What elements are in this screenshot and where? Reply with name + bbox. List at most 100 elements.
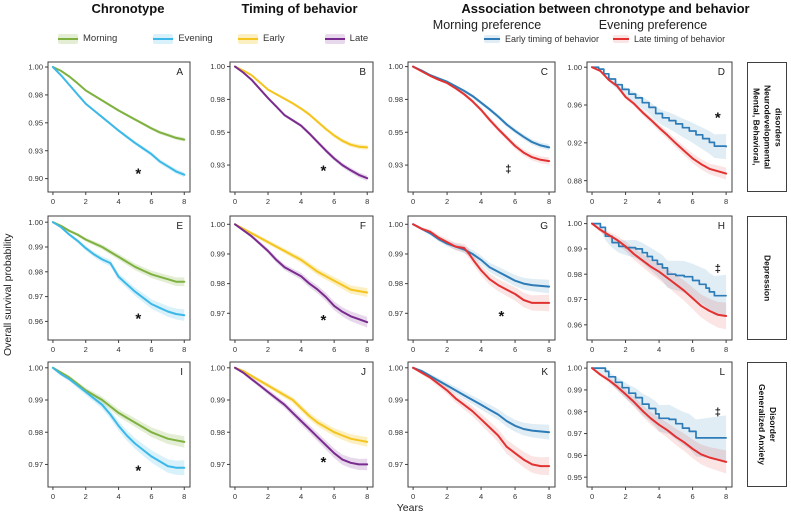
svg-text:0.97: 0.97: [210, 460, 225, 469]
legend-label: Morning: [83, 33, 118, 44]
panel-H: 1.00 0.99 0.98 0.97 0.96 0 2 4 6 8 H ‡: [567, 215, 733, 354]
svg-text:8: 8: [724, 197, 728, 206]
svg-text:1.00: 1.00: [28, 63, 43, 72]
curve-late: [234, 223, 369, 324]
panel-letter-C: C: [541, 67, 548, 78]
svg-text:0.97: 0.97: [567, 295, 582, 304]
panel-E: 1.00 0.99 0.98 0.97 0.96 0 2 4 6 8 E *: [28, 215, 191, 354]
legend-label: Early: [263, 33, 285, 44]
svg-text:0.93: 0.93: [210, 161, 225, 170]
legend-item-early-timing: Early timing of behavior: [484, 34, 599, 44]
panel-letter-B: B: [359, 67, 366, 78]
svg-text:0.97: 0.97: [388, 460, 403, 469]
svg-text:4: 4: [657, 492, 661, 501]
curve-early_timing: [591, 222, 727, 297]
panel-D: 1.00 0.96 0.92 0.88 0 2 4 6 8 D *: [567, 61, 733, 206]
svg-text:6: 6: [513, 197, 517, 206]
curve-early: [234, 366, 369, 443]
svg-text:6: 6: [332, 197, 336, 206]
panel-C: 1.00 0.98 0.95 0.93 0 2 4 6 8 C ‡: [388, 61, 556, 206]
svg-text:8: 8: [547, 197, 551, 206]
panel-letter-L: L: [719, 367, 725, 378]
panel-L: 1.00 0.99 0.98 0.97 0.96 0.95 0 2 4 6 8 L ‡: [567, 361, 733, 501]
column-header-association: Association between chronotype and behav…: [461, 1, 750, 16]
svg-text:2: 2: [266, 197, 270, 206]
svg-text:0.98: 0.98: [388, 279, 403, 288]
significance-marker: *: [715, 109, 721, 126]
svg-text:0.96: 0.96: [567, 320, 582, 329]
svg-text:2: 2: [623, 345, 627, 354]
curve-morning: [51, 366, 186, 443]
curve-late_timing: [412, 65, 551, 163]
significance-marker: *: [135, 311, 141, 328]
svg-text:0.98: 0.98: [28, 428, 43, 437]
curve-late: [234, 366, 369, 466]
late-timing-line-swatch: [613, 35, 630, 43]
svg-text:8: 8: [724, 345, 728, 354]
legend-label: Early timing of behavior: [505, 34, 600, 44]
svg-text:6: 6: [513, 345, 517, 354]
svg-text:8: 8: [365, 492, 369, 501]
panel-letter-H: H: [718, 221, 725, 232]
svg-text:6: 6: [691, 345, 695, 354]
panel-letter-I: I: [180, 367, 183, 378]
curve-early: [234, 223, 369, 294]
svg-text:0.98: 0.98: [567, 270, 582, 279]
svg-text:1.00: 1.00: [210, 363, 225, 372]
svg-text:4: 4: [117, 345, 121, 354]
svg-text:0.99: 0.99: [388, 396, 403, 405]
significance-marker: *: [135, 462, 141, 479]
svg-text:0: 0: [411, 492, 415, 501]
svg-text:0.97: 0.97: [28, 292, 43, 301]
significance-marker: *: [135, 165, 141, 182]
panel-letter-D: D: [718, 67, 725, 78]
svg-text:0: 0: [51, 197, 55, 206]
svg-text:6: 6: [691, 197, 695, 206]
svg-text:0.99: 0.99: [28, 396, 43, 405]
svg-text:0.95: 0.95: [210, 128, 225, 137]
svg-text:0.97: 0.97: [210, 309, 225, 318]
svg-text:4: 4: [299, 345, 303, 354]
svg-text:8: 8: [182, 345, 186, 354]
svg-text:0: 0: [233, 345, 237, 354]
svg-text:4: 4: [479, 492, 483, 501]
svg-text:1.00: 1.00: [28, 363, 43, 372]
svg-text:0.97: 0.97: [28, 460, 43, 469]
svg-text:2: 2: [266, 492, 270, 501]
early-line-swatch: [238, 33, 258, 44]
svg-text:6: 6: [332, 492, 336, 501]
svg-text:8: 8: [547, 345, 551, 354]
late-line-swatch: [324, 33, 345, 44]
significance-marker: *: [320, 312, 326, 329]
svg-text:0: 0: [233, 492, 237, 501]
subheader-evening-preference: Evening preference: [598, 18, 708, 32]
row-label-generalized-anxiety: Generalized Anxiety Disorder: [747, 362, 787, 487]
svg-text:0.99: 0.99: [28, 243, 43, 252]
curve-morning: [51, 221, 186, 283]
svg-text:2: 2: [84, 492, 88, 501]
curve-evening: [51, 221, 186, 317]
svg-text:4: 4: [299, 492, 303, 501]
svg-text:0: 0: [51, 345, 55, 354]
svg-text:0.93: 0.93: [388, 161, 403, 170]
svg-text:1.00: 1.00: [388, 62, 403, 71]
panel-letter-K: K: [541, 367, 548, 378]
svg-text:0.98: 0.98: [28, 267, 43, 276]
panel-K: 1.00 0.99 0.98 0.97 0 2 4 6 8 K: [388, 361, 556, 501]
svg-text:2: 2: [623, 492, 627, 501]
svg-text:1.00: 1.00: [28, 218, 43, 227]
legend-item-late-timing: Late timing of behavior: [613, 34, 725, 44]
curve-late_timing: [412, 223, 551, 304]
x-axis-label: Years: [396, 502, 424, 514]
curve-early_timing: [412, 223, 551, 288]
subheader-morning-preference: Morning preference: [432, 18, 542, 32]
svg-text:6: 6: [149, 345, 153, 354]
panel-letter-F: F: [360, 221, 366, 232]
svg-text:1.00: 1.00: [388, 220, 403, 229]
panel-letter-A: A: [176, 67, 183, 78]
svg-text:0.97: 0.97: [567, 429, 582, 438]
row-label-mental-behavioral: Mental, Behavioral, Neurodevelopmental d…: [747, 62, 787, 192]
svg-text:4: 4: [479, 345, 483, 354]
svg-text:0.99: 0.99: [567, 244, 582, 253]
svg-text:0.88: 0.88: [567, 176, 582, 185]
